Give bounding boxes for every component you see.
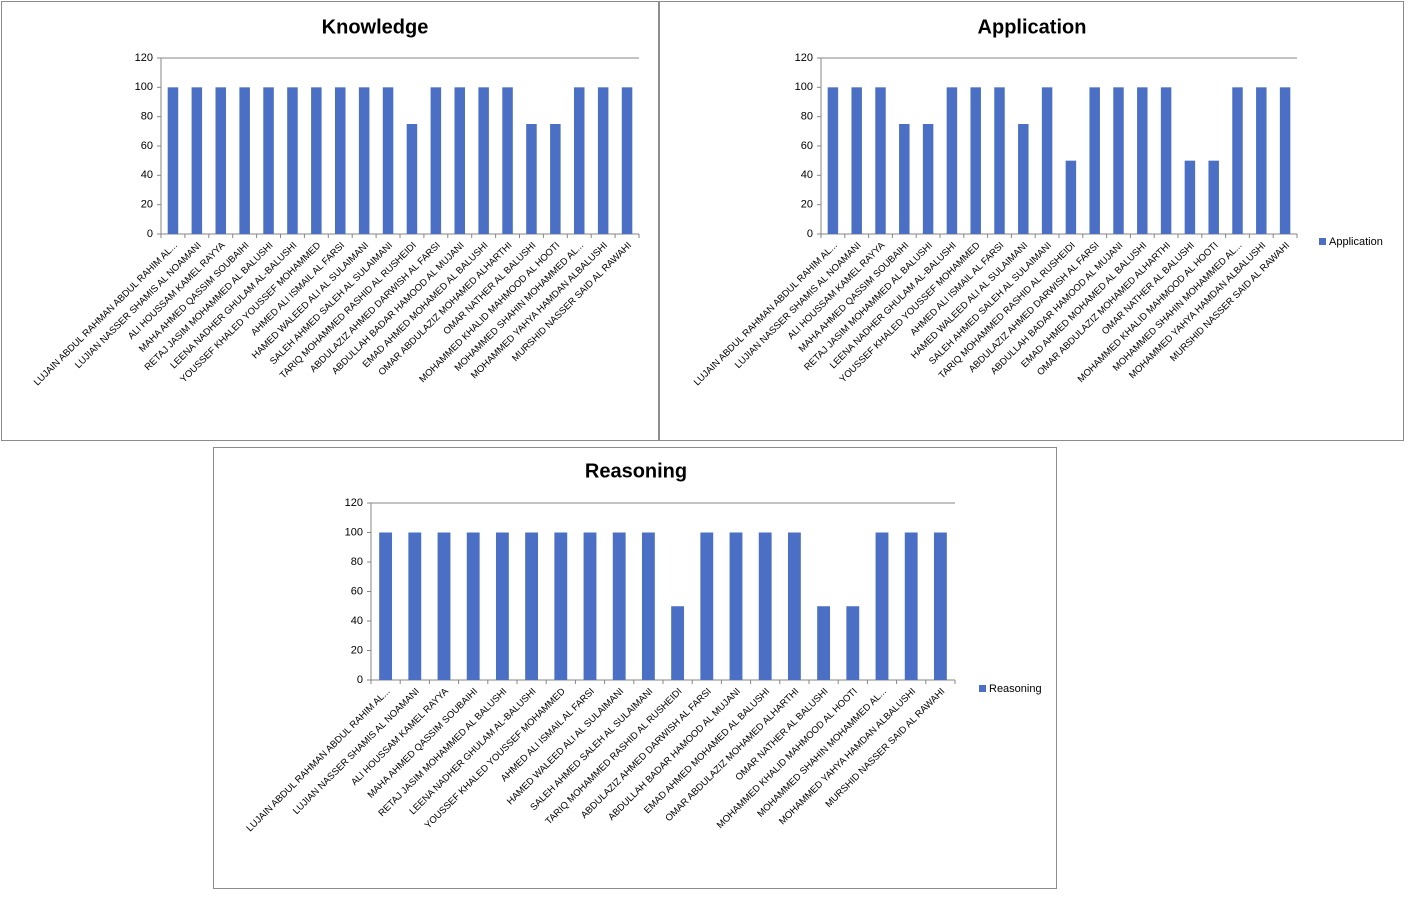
bar — [846, 606, 860, 680]
y-tick-label: 100 — [345, 526, 363, 538]
bar — [597, 87, 609, 234]
bar — [729, 532, 743, 680]
bar — [167, 87, 179, 234]
legend-label: Reasoning — [989, 683, 1042, 695]
bar — [946, 87, 958, 234]
bar — [239, 87, 250, 234]
bar — [466, 532, 480, 680]
bar — [525, 532, 539, 680]
bar — [215, 87, 227, 234]
bar — [554, 532, 568, 680]
y-tick-label: 20 — [351, 644, 363, 656]
bar — [502, 87, 513, 234]
bar — [263, 87, 274, 234]
y-tick-label: 80 — [351, 556, 363, 568]
legend-label: Application — [1329, 236, 1383, 248]
y-tick-label: 100 — [795, 81, 813, 93]
bar — [933, 532, 947, 680]
bar — [1160, 87, 1172, 234]
y-tick-label: 20 — [801, 199, 813, 211]
y-tick-label: 120 — [345, 497, 363, 509]
bar — [191, 87, 203, 234]
bar — [382, 87, 394, 234]
bar — [1208, 160, 1219, 234]
bar — [904, 532, 918, 680]
bar — [454, 87, 466, 234]
bar — [700, 532, 714, 680]
bar — [408, 532, 422, 680]
y-tick-label: 80 — [141, 111, 153, 123]
x-tick-label: MOHAMMED YAHYA HAMDAN ALBALUSHI — [777, 686, 918, 827]
y-tick-label: 0 — [147, 228, 153, 240]
bar — [817, 606, 831, 680]
y-tick-label: 40 — [141, 169, 153, 181]
bar — [1065, 160, 1077, 234]
y-tick-label: 60 — [801, 140, 813, 152]
legend-swatch — [979, 685, 986, 692]
bar — [1113, 87, 1124, 234]
bar — [583, 532, 597, 680]
chart-title: Application — [978, 16, 1087, 38]
bar — [922, 124, 934, 234]
bar — [899, 124, 910, 234]
bar — [1137, 87, 1148, 234]
y-tick-label: 120 — [795, 52, 813, 64]
bar — [851, 87, 862, 234]
bar — [1089, 87, 1100, 234]
bar — [379, 532, 393, 680]
bar — [495, 532, 509, 680]
bar — [550, 124, 561, 234]
bar — [758, 532, 772, 680]
bar — [612, 532, 626, 680]
y-tick-label: 60 — [351, 585, 363, 597]
bar — [641, 532, 655, 680]
bar — [994, 87, 1005, 234]
bar — [1018, 124, 1029, 234]
bar — [1184, 160, 1196, 234]
y-tick-label: 80 — [801, 111, 813, 123]
bar — [358, 87, 370, 234]
bar — [334, 87, 346, 234]
bar — [1279, 87, 1291, 234]
bar — [875, 532, 889, 680]
bar — [311, 87, 322, 234]
y-tick-label: 100 — [135, 81, 153, 93]
chart-title: Knowledge — [322, 16, 429, 38]
y-tick-label: 20 — [141, 199, 153, 211]
bar — [827, 87, 839, 234]
bar — [1256, 87, 1267, 234]
y-tick-label: 40 — [801, 169, 813, 181]
bar — [478, 87, 489, 234]
bar — [1041, 87, 1053, 234]
bar — [573, 87, 585, 234]
bar — [787, 532, 801, 680]
bar — [437, 532, 451, 680]
bar — [430, 87, 442, 234]
bar — [875, 87, 886, 234]
chart-title: Reasoning — [585, 460, 687, 482]
y-tick-label: 120 — [135, 52, 153, 64]
bar — [621, 87, 633, 234]
y-tick-label: 60 — [141, 140, 153, 152]
y-tick-label: 0 — [357, 674, 363, 686]
bar — [406, 124, 418, 234]
bar — [970, 87, 981, 234]
bar — [526, 124, 537, 234]
bar — [671, 606, 685, 680]
bar — [287, 87, 298, 234]
bar — [1232, 87, 1243, 234]
legend-swatch — [1319, 238, 1326, 245]
y-tick-label: 0 — [807, 228, 813, 240]
y-tick-label: 40 — [351, 615, 363, 627]
